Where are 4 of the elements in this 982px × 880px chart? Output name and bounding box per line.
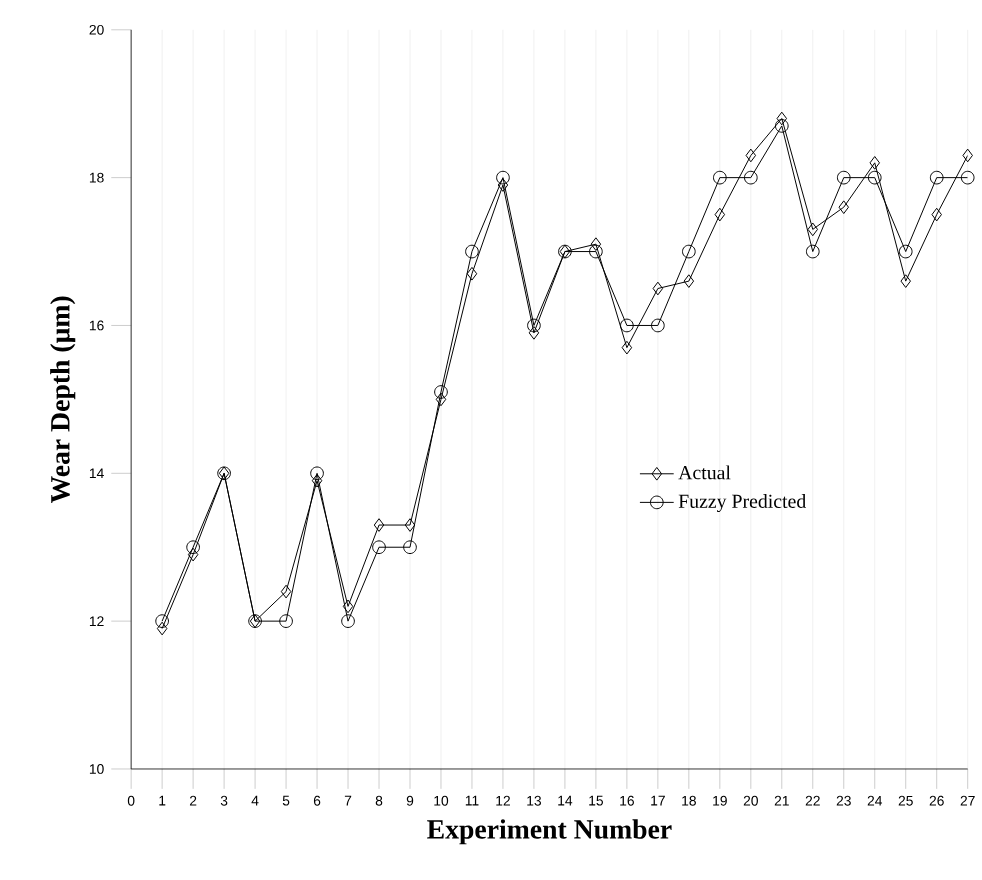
- y-axis-title: Wear Depth (μm): [50, 296, 76, 503]
- x-axis-title: Experiment Number: [427, 819, 672, 845]
- legend-label: Fuzzy Predicted: [678, 493, 807, 512]
- legend-label: Actual: [678, 465, 731, 480]
